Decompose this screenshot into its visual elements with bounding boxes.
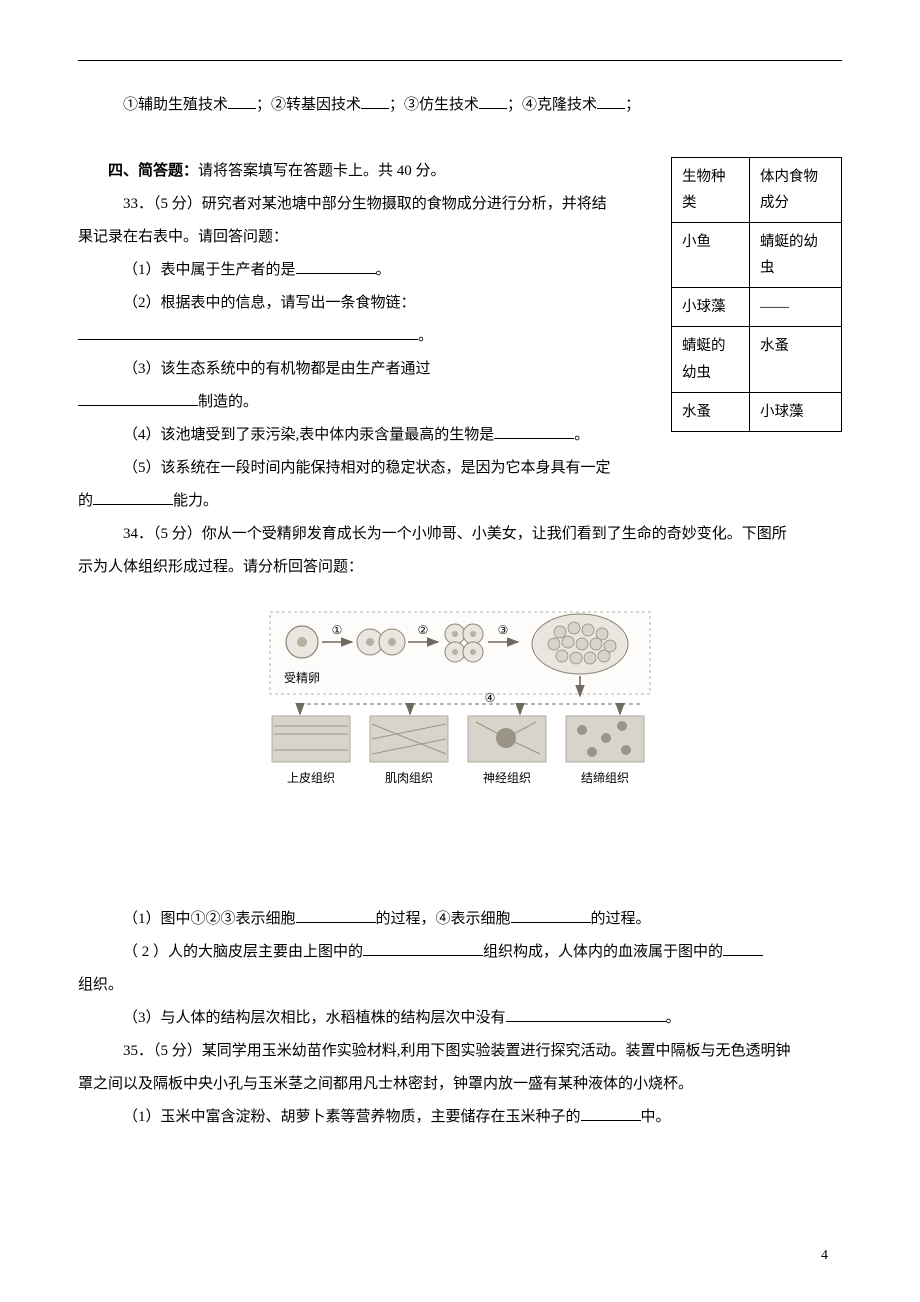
q34-lead1: 34．（5 分）你从一个受精卵发育成长为一个小帅哥、小美女，让我们看到了生命的奇… bbox=[78, 518, 842, 551]
q33-p5a: （5）该系统在一段时间内能保持相对的稳定状态，是因为它本身具有一定 bbox=[78, 452, 842, 485]
blank-2 bbox=[361, 94, 389, 109]
q33-p5b-post: 能力。 bbox=[173, 493, 218, 509]
section4-title: 四、简答题： bbox=[108, 163, 198, 179]
q32-line: ①辅助生殖技术；②转基因技术；③仿生技术；④克隆技术； bbox=[78, 89, 842, 122]
r3c2: 水蚤 bbox=[750, 327, 842, 392]
fig-arrow3: ③ bbox=[498, 623, 509, 637]
q34-p3a: （3）与人体的结构层次相比，水稻植株的结构层次中没有 bbox=[123, 1010, 506, 1026]
q34-lead2: 示为人体组织形成过程。请分析回答问题： bbox=[78, 551, 842, 584]
fig-t1: 上皮组织 bbox=[287, 771, 335, 785]
fig-arrow2: ② bbox=[418, 623, 429, 637]
q34-p2-line2: 组织。 bbox=[78, 969, 842, 1002]
q34-figure: 受精卵 ① ② ③ ④ bbox=[78, 604, 842, 794]
fig-t3: 神经组织 bbox=[483, 771, 531, 785]
r1c2: 蜻蜓的幼虫 bbox=[750, 223, 842, 288]
q34-p1-blank2 bbox=[511, 908, 591, 923]
q34-p2mid: 组织构成，人体内的血液属于图中的 bbox=[483, 944, 723, 960]
q34-p3-blank bbox=[506, 1007, 666, 1022]
q33-p5b: 的 能力。 bbox=[78, 485, 842, 518]
q34-svg: 受精卵 ① ② ③ ④ bbox=[260, 604, 660, 794]
q33-p5-blank bbox=[93, 490, 173, 505]
section4-desc: 请将答案填写在答题卡上。共 40 分。 bbox=[198, 163, 446, 179]
q33-p1-text: （1）表中属于生产者的是 bbox=[123, 262, 296, 278]
page-number: 4 bbox=[821, 1241, 828, 1272]
q33-block: 生物种类 体内食物成分 小鱼 蜻蜓的幼虫 小球藻 —— 蜻蜓的幼虫 水蚤 水蚤 … bbox=[78, 155, 842, 518]
q35-p1: （1）玉米中富含淀粉、胡萝卜素等营养物质，主要储存在玉米种子的 中。 bbox=[78, 1101, 842, 1134]
q33-p1-end: 。 bbox=[376, 262, 391, 278]
q33-p4-text: （4）该池塘受到了汞污染,表中体内汞含量最高的生物是 bbox=[123, 427, 494, 443]
blank-4 bbox=[597, 94, 625, 109]
q34-p3: （3）与人体的结构层次相比，水稻植株的结构层次中没有 。 bbox=[78, 1002, 842, 1035]
fig-arrow1: ① bbox=[332, 623, 343, 637]
q34-p2a: （ 2 ）人的大脑皮层主要由上图中的 bbox=[123, 944, 363, 960]
top-rule bbox=[78, 60, 842, 61]
r3c1: 蜻蜓的幼虫 bbox=[672, 327, 750, 392]
q33-p4-end: 。 bbox=[574, 427, 589, 443]
q34-p3end: 。 bbox=[666, 1010, 681, 1026]
q33-p2-blank bbox=[78, 325, 418, 340]
r4c2: 小球藻 bbox=[750, 392, 842, 431]
q35-p1-blank bbox=[581, 1106, 641, 1121]
r2c1: 小球藻 bbox=[672, 288, 750, 327]
q33-p5b-pre: 的 bbox=[78, 493, 93, 509]
q33-p1-blank bbox=[296, 259, 376, 274]
th-species: 生物种类 bbox=[672, 158, 750, 223]
r4c1: 水蚤 bbox=[672, 392, 750, 431]
q33-p2-end: 。 bbox=[418, 328, 433, 344]
q34-p2: （ 2 ）人的大脑皮层主要由上图中的 组织构成，人体内的血液属于图中的 bbox=[78, 936, 842, 969]
q35-p1a: （1）玉米中富含淀粉、胡萝卜素等营养物质，主要储存在玉米种子的 bbox=[123, 1109, 581, 1125]
fig-arrow4: ④ bbox=[485, 691, 496, 705]
q34-p1end: 的过程。 bbox=[591, 911, 651, 927]
r2c2: —— bbox=[750, 288, 842, 327]
q35-p1end: 中。 bbox=[641, 1109, 671, 1125]
q35-lead2: 罩之间以及隔板中央小孔与玉米茎之间都用凡士林密封，钟罩内放一盛有某种液体的小烧杯… bbox=[78, 1068, 842, 1101]
blank-3 bbox=[479, 94, 507, 109]
q33-table: 生物种类 体内食物成分 小鱼 蜻蜓的幼虫 小球藻 —— 蜻蜓的幼虫 水蚤 水蚤 … bbox=[671, 157, 842, 432]
blank-1 bbox=[228, 94, 256, 109]
r1c1: 小鱼 bbox=[672, 223, 750, 288]
q34-p1mid: 的过程，④表示细胞 bbox=[376, 911, 511, 927]
fig-t4: 结缔组织 bbox=[581, 770, 629, 785]
q34-p1-blank1 bbox=[296, 908, 376, 923]
q33-p3-blank bbox=[78, 391, 198, 406]
q33-p4-blank bbox=[494, 424, 574, 439]
q34-p2-blank2 bbox=[723, 941, 763, 956]
q35-lead1: 35．（5 分）某同学用玉米幼苗作实验材料,利用下图实验装置进行探究活动。装置中… bbox=[78, 1035, 842, 1068]
q34-p1a: （1）图中①②③表示细胞 bbox=[123, 911, 296, 927]
q33-p3b-text: 制造的。 bbox=[198, 394, 258, 410]
fig-t2: 肌肉组织 bbox=[385, 771, 433, 785]
q34-p2-blank1 bbox=[363, 941, 483, 956]
th-food: 体内食物成分 bbox=[750, 158, 842, 223]
q34-p1: （1）图中①②③表示细胞 的过程，④表示细胞 的过程。 bbox=[78, 903, 842, 936]
fig-label-egg: 受精卵 bbox=[284, 671, 320, 685]
